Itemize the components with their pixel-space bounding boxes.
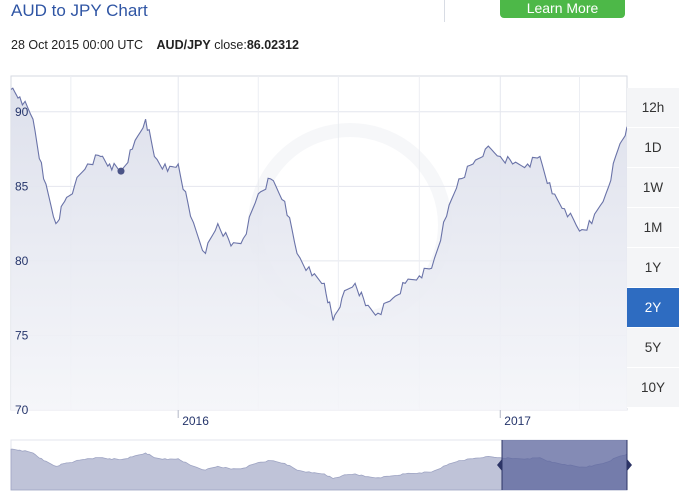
range-button-10y[interactable]: 10Y (627, 368, 679, 408)
range-button-1d[interactable]: 1D (627, 128, 679, 168)
series-area (11, 88, 627, 410)
learn-more-button[interactable]: Learn More (500, 0, 625, 18)
info-timestamp: 28 Oct 2015 00:00 UTC (11, 38, 144, 52)
y-tick-label: 85 (15, 179, 29, 193)
page-title: AUD to JPY Chart (11, 1, 148, 20)
series-line (10, 87, 628, 321)
hover-marker[interactable] (117, 167, 125, 175)
x-tick-label: 2017 (504, 414, 531, 428)
navigator-left-handle[interactable] (497, 459, 502, 471)
header-divider (444, 0, 445, 22)
range-button-2y[interactable]: 2Y (627, 288, 679, 328)
y-tick-label: 75 (15, 328, 29, 342)
range-button-5y[interactable]: 5Y (627, 328, 679, 368)
navigator-selection[interactable] (502, 440, 627, 490)
chart-info-line: 28 Oct 2015 00:00 UTC AUD/JPY close:86.0… (11, 38, 299, 52)
info-pair: AUD/JPY (156, 38, 211, 52)
range-button-1m[interactable]: 1M (627, 208, 679, 248)
info-close-value: 86.02312 (246, 38, 299, 52)
x-tick-label: 2016 (182, 414, 209, 428)
navigator-right-handle[interactable] (627, 459, 632, 471)
range-button-1w[interactable]: 1W (627, 168, 679, 208)
range-button-12h[interactable]: 12h (627, 88, 679, 128)
y-tick-label: 70 (15, 403, 29, 417)
y-tick-label: 80 (15, 254, 29, 268)
range-button-1y[interactable]: 1Y (627, 248, 679, 288)
y-tick-label: 90 (15, 105, 29, 119)
info-close-label: close: (214, 38, 247, 52)
